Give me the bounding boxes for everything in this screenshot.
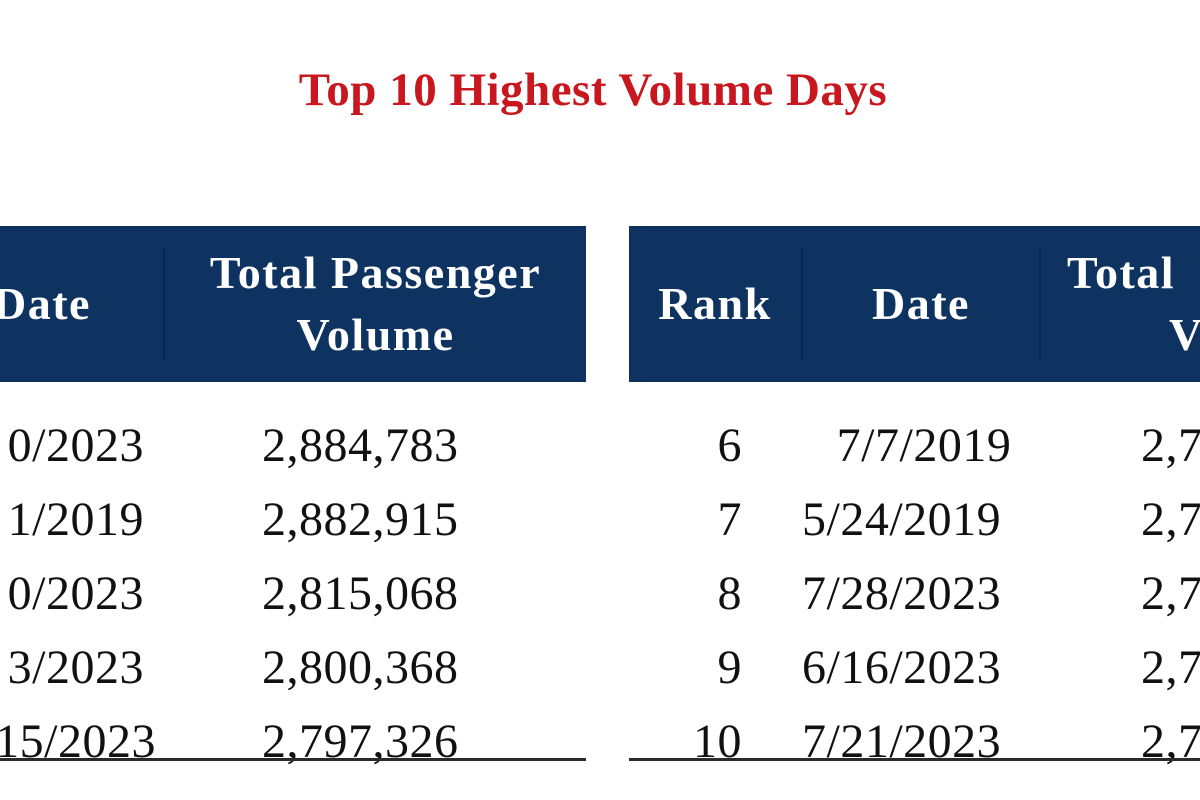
volume-cell: 2,797,326 [262,715,459,768]
table-row: 15/2023 2,797,326 [0,705,586,779]
header-volume-line1: Total Passenger [209,247,542,298]
page-title: Top 10 Highest Volume Days [298,64,888,116]
date-cell: 3/2023 [7,641,144,694]
table-row: 6 7/7/2019 2,7 [629,409,1200,483]
rank-cell: 7 [717,493,742,546]
date-cell: 6/16/2023 [802,641,1002,694]
rank-cell: 9 [717,641,742,694]
table-row: 10 7/21/2023 2,7 [629,705,1200,779]
date-cell: 7/7/2019 [836,419,1012,472]
volume-cell: 2,882,915 [262,493,459,546]
date-cell: 5/24/2019 [802,493,1002,546]
header-total-passenger-volume: Total V [1067,226,1200,382]
header-separator [163,248,165,360]
header-rank: Rank [629,226,801,382]
volume-cell: 2,800,368 [262,641,459,694]
volume-cell: 2,7 [1141,715,1200,768]
table-row: 7 5/24/2019 2,7 [629,483,1200,557]
rank-cell: 10 [693,715,742,768]
rank-cell: 8 [717,567,742,620]
rank-cell: 6 [717,419,742,472]
date-cell: 7/21/2023 [802,715,1002,768]
date-cell: 1/2019 [7,493,144,546]
table-bottom-rule [629,758,1200,761]
volume-cell: 2,7 [1141,493,1200,546]
right-table-header: Rank Date Total V [629,226,1200,382]
header-volume-line1: Total [1067,247,1176,298]
table-row: 1/2019 2,882,915 [0,483,586,557]
table-row: 9 6/16/2023 2,7 [629,631,1200,705]
date-cell: 0/2023 [7,419,144,472]
header-date-label: Date [0,278,91,329]
right-table: Rank Date Total V 6 7/7/2019 2,7 7 5/24/… [629,226,1200,768]
volume-cell: 2,7 [1141,641,1200,694]
volume-cell: 2,815,068 [262,567,459,620]
header-rank-label: Rank [658,278,772,329]
header-total-passenger-volume: Total Passenger Volume [165,226,586,382]
header-date-label: Date [872,278,970,329]
table-bottom-rule [0,758,586,761]
table-row: 0/2023 2,815,068 [0,557,586,631]
left-table: Date Total Passenger Volume 0/2023 2,884… [0,226,586,768]
table-row: 0/2023 2,884,783 [0,409,586,483]
header-volume-line2: V [1169,309,1200,360]
date-cell: 7/28/2023 [802,567,1002,620]
header-date: Date [0,226,112,382]
left-table-header: Date Total Passenger Volume [0,226,586,382]
header-date: Date [803,226,1039,382]
date-cell: 0/2023 [7,567,144,620]
volume-cell: 2,7 [1141,419,1200,472]
table-row: 8 7/28/2023 2,7 [629,557,1200,631]
volume-cell: 2,884,783 [262,419,459,472]
volume-cell: 2,7 [1141,567,1200,620]
table-row: 3/2023 2,800,368 [0,631,586,705]
date-cell: 15/2023 [0,715,156,768]
header-separator [801,248,803,360]
header-volume-line2: Volume [296,309,455,360]
header-separator [1039,248,1041,360]
